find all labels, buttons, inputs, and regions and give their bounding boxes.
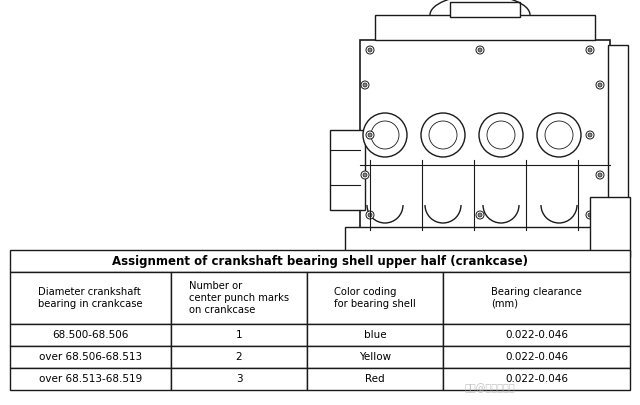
Text: 2: 2 [236,352,243,362]
Text: 头条@质量与检测: 头条@质量与检测 [465,383,515,393]
Circle shape [537,113,581,157]
Bar [10,250,630,272]
Circle shape [545,121,573,149]
Text: Number or
center punch marks
on crankcase: Number or center punch marks on crankcas… [189,281,289,315]
Text: 68.500-68.506: 68.500-68.506 [52,330,129,340]
Text: Diameter crankshaft
bearing in crankcase: Diameter crankshaft bearing in crankcase [38,287,143,309]
Circle shape [363,83,367,87]
Text: Yellow: Yellow [359,352,391,362]
Circle shape [476,46,484,54]
Bar [590,197,630,257]
Circle shape [588,213,592,217]
Text: over 68.506-68.513: over 68.506-68.513 [39,352,142,362]
Bar [10,368,171,390]
Circle shape [586,211,594,219]
Circle shape [421,113,465,157]
Bar [450,2,520,17]
Circle shape [588,48,592,52]
Circle shape [366,46,374,54]
Text: Bearing clearance
(mm): Bearing clearance (mm) [491,287,582,309]
Circle shape [586,46,594,54]
Bar [307,272,443,324]
Circle shape [598,83,602,87]
Circle shape [598,173,602,177]
Circle shape [361,171,369,179]
Circle shape [586,131,594,139]
Circle shape [366,131,374,139]
Text: Assignment of crankshaft bearing shell upper half (crankcase): Assignment of crankshaft bearing shell u… [112,254,528,267]
Bar [375,15,595,40]
Circle shape [476,211,484,219]
Text: Color coding
for bearing shell: Color coding for bearing shell [334,287,416,309]
Text: 0.022-0.046: 0.022-0.046 [505,374,568,384]
Bar [443,346,630,368]
Circle shape [596,171,604,179]
Bar [171,368,307,390]
Bar [443,368,630,390]
Bar [10,346,171,368]
Circle shape [588,133,592,137]
Bar [330,130,365,210]
Circle shape [363,113,407,157]
Text: over 68.513-68.519: over 68.513-68.519 [39,374,142,384]
Bar [171,324,307,346]
Bar [608,45,628,205]
Circle shape [368,213,372,217]
Bar [340,252,625,270]
Text: 1: 1 [236,330,243,340]
Bar [171,346,307,368]
Bar [307,346,443,368]
Circle shape [596,81,604,89]
Circle shape [366,211,374,219]
Circle shape [487,121,515,149]
Bar [307,368,443,390]
Bar [10,324,171,346]
Text: 0.022-0.046: 0.022-0.046 [505,352,568,362]
Text: blue: blue [364,330,387,340]
Text: 3: 3 [236,374,243,384]
Bar [345,227,615,257]
Text: 0.022-0.046: 0.022-0.046 [505,330,568,340]
Circle shape [429,121,457,149]
Circle shape [368,133,372,137]
Circle shape [478,213,482,217]
Circle shape [368,48,372,52]
Circle shape [478,48,482,52]
Bar [307,324,443,346]
Bar [10,272,171,324]
Circle shape [361,81,369,89]
Circle shape [371,121,399,149]
Bar [360,40,610,230]
Text: Red: Red [365,374,385,384]
Bar [171,272,307,324]
Bar [443,272,630,324]
Circle shape [479,113,523,157]
Bar [443,324,630,346]
Circle shape [363,173,367,177]
